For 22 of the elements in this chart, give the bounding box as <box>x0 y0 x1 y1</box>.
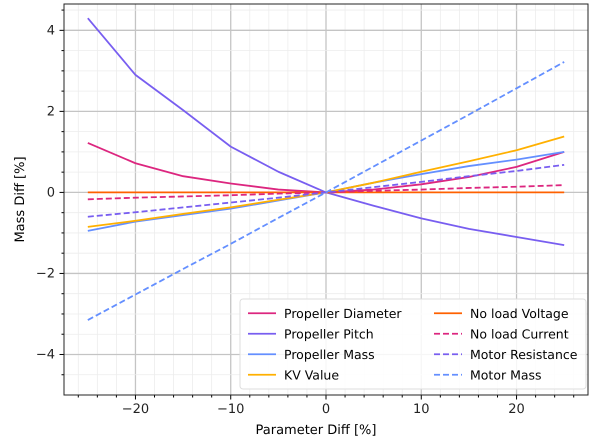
x-tick-label: −10 <box>217 402 244 418</box>
x-axis-title: Parameter Diff [%] <box>256 423 376 438</box>
y-tick-label: 0 <box>46 186 55 201</box>
legend-label: No load Voltage <box>470 306 569 321</box>
legend-label: Propeller Diameter <box>284 306 402 321</box>
legend-label: No load Current <box>470 326 569 342</box>
y-tick-label: −4 <box>36 348 55 363</box>
line-series <box>86 17 566 246</box>
line-series <box>86 136 566 228</box>
y-tick-label: 4 <box>46 23 55 38</box>
y-axis-title: Mass Diff [%] <box>13 156 28 243</box>
legend-label: Motor Mass <box>470 367 542 382</box>
legend-label: Propeller Pitch <box>284 326 374 342</box>
y-tick-label: −2 <box>36 266 55 282</box>
x-tick-label: 0 <box>322 402 330 418</box>
x-tick-label: 20 <box>508 402 525 418</box>
legend-label: KV Value <box>284 367 340 382</box>
legend-label: Motor Resistance <box>470 346 578 362</box>
x-tick-label: −20 <box>122 402 150 418</box>
x-tick-label: 10 <box>413 402 430 418</box>
y-tick-label: 2 <box>46 104 55 120</box>
legend-label: Propeller Mass <box>284 346 375 362</box>
